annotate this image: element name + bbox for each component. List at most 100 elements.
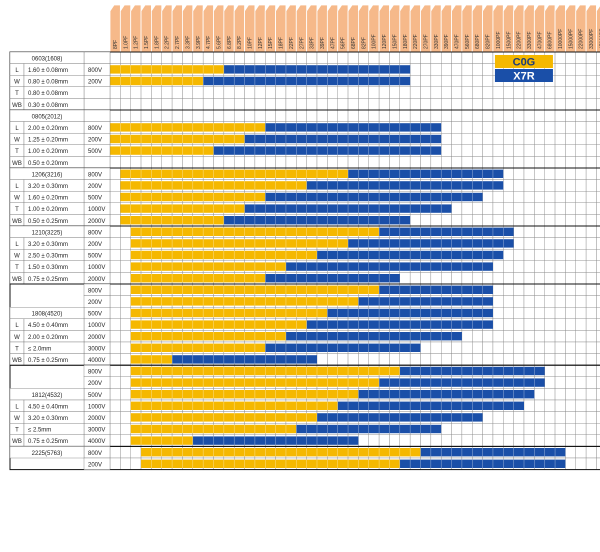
grid-cell — [585, 307, 597, 320]
grid-cell — [575, 109, 587, 122]
grid-cell — [544, 307, 556, 320]
grid-cell — [451, 121, 463, 134]
grid-cell — [585, 109, 597, 122]
grid-cell — [513, 225, 525, 238]
grid-cell — [244, 109, 256, 122]
grid-cell — [420, 74, 432, 87]
grid-cell — [441, 144, 452, 157]
grid-cell — [554, 365, 566, 378]
grid-cell — [265, 86, 276, 99]
grid-cell — [585, 295, 597, 308]
grid-cell — [213, 98, 225, 111]
grid-cell — [523, 167, 535, 180]
grid-cell — [233, 86, 245, 99]
voltage-label: 200V — [88, 138, 102, 144]
grid-cell — [461, 353, 473, 366]
dim-value: 0.50 ± 0.20mm — [28, 161, 68, 167]
grid-cell — [316, 109, 328, 122]
grid-cell — [120, 446, 131, 459]
grid-cell — [182, 98, 193, 111]
dim-value: ≤ 2.5mm — [28, 428, 51, 434]
grid-cell — [585, 376, 597, 389]
dim-value: 1.25 ± 0.20mm — [28, 138, 68, 144]
grid-cell — [347, 156, 359, 169]
x7r-bar — [348, 169, 504, 178]
grid-cell — [554, 341, 566, 354]
grid-cell — [585, 237, 597, 250]
grid-cell — [513, 411, 525, 424]
grid-cell — [441, 63, 452, 76]
grid-cell — [327, 156, 338, 169]
grid-cell — [420, 156, 432, 169]
grid-cell — [109, 167, 121, 180]
dim-value: 4.50 ± 0.40mm — [28, 404, 68, 410]
grid-cell — [554, 423, 566, 436]
capacitance-label: 12PF — [258, 37, 264, 49]
grid-cell — [233, 156, 245, 169]
grid-cell — [554, 109, 566, 122]
grid-cell — [472, 434, 483, 447]
grid-cell — [503, 330, 514, 343]
grid-cell — [109, 260, 121, 273]
grid-cell — [534, 144, 545, 157]
grid-cell — [534, 156, 545, 169]
grid-cell — [223, 98, 235, 111]
grid-cell — [244, 98, 256, 111]
grid-cell — [575, 434, 587, 447]
grid-cell — [389, 156, 401, 169]
voltage-label: 200V — [88, 381, 102, 387]
capacitance-label: 3300PF — [527, 31, 533, 49]
grid-cell — [420, 109, 432, 122]
x7r-bar — [265, 274, 400, 283]
grid-cell — [565, 330, 576, 343]
grid-cell — [596, 86, 600, 99]
grid-cell — [523, 423, 535, 436]
grid-cell — [482, 74, 494, 87]
grid-cell — [140, 98, 152, 111]
grid-cell — [523, 295, 535, 308]
grid-cell — [596, 411, 600, 424]
grid-cell — [596, 225, 600, 238]
grid-cell — [585, 144, 597, 157]
voltage-label: 3000V — [88, 346, 105, 352]
grid-cell — [503, 283, 514, 296]
grid-cell — [389, 51, 401, 64]
grid-cell — [472, 202, 483, 215]
capacitance-label: 56PF — [341, 37, 347, 49]
grid-cell — [534, 237, 545, 250]
grid-cell — [554, 353, 566, 366]
grid-cell — [492, 330, 504, 343]
grid-cell — [441, 74, 452, 87]
grid-cell — [575, 237, 587, 250]
grid-cell — [513, 202, 525, 215]
capacitance-label: 15PF — [268, 37, 274, 49]
grid-cell — [109, 109, 121, 122]
grid-cell — [275, 86, 287, 99]
c0g-bar — [110, 65, 224, 74]
grid-cell — [523, 202, 535, 215]
grid-cell — [596, 260, 600, 273]
grid-cell — [358, 109, 369, 122]
grid-cell — [554, 214, 566, 227]
grid-cell — [109, 365, 121, 378]
c0g-bar — [110, 134, 245, 144]
grid-cell — [109, 86, 121, 99]
grid-cell — [575, 63, 587, 76]
grid-cell — [202, 51, 214, 64]
grid-cell — [503, 272, 514, 285]
grid-cell — [523, 434, 535, 447]
grid-cell — [503, 86, 514, 99]
grid-cell — [534, 202, 545, 215]
grid-cell — [513, 272, 525, 285]
voltage-label: 1000V — [88, 265, 105, 271]
voltage-label: 2000V — [88, 335, 105, 341]
grid-cell — [565, 74, 576, 87]
grid-cell — [109, 376, 121, 389]
grid-cell — [565, 423, 576, 436]
grid-cell — [120, 330, 131, 343]
grid-cell — [585, 86, 597, 99]
grid-cell — [575, 225, 587, 238]
grid-cell — [399, 272, 411, 285]
c0g-bar — [141, 448, 421, 457]
